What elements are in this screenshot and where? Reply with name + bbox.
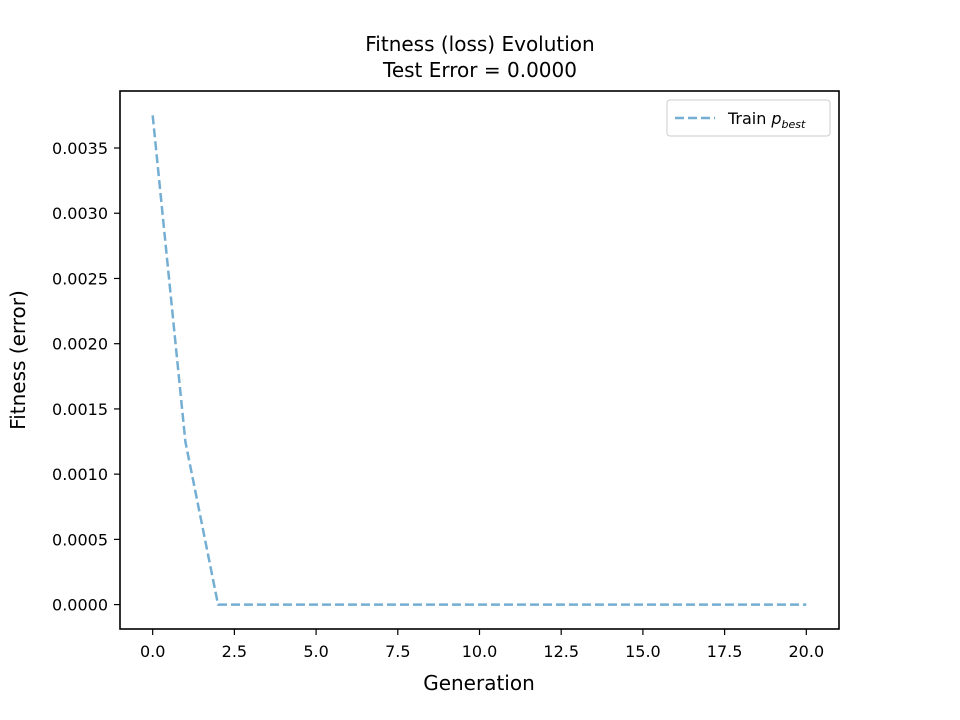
x-axis-label: Generation: [423, 671, 535, 695]
x-axis: 0.0 2.5 5.0 7.5 10.0 12.5 15.0 17.5 20.0: [140, 629, 824, 661]
y-tick-label: 0.0025: [52, 269, 108, 288]
chart-subtitle: Test Error = 0.0000: [382, 58, 577, 82]
x-tick-label: 7.5: [385, 642, 410, 661]
x-tick-label: 10.0: [462, 642, 498, 661]
y-tick-label: 0.0030: [52, 204, 108, 223]
y-tick-label: 0.0010: [52, 465, 108, 484]
y-axis: 0.0000 0.0005 0.0010 0.0015 0.0020 0.0025 0.00…: [52, 139, 120, 615]
x-tick-label: 12.5: [543, 642, 579, 661]
legend: Train pbest: [666, 99, 831, 137]
y-tick-label: 0.0000: [52, 596, 108, 615]
y-axis-label: Fitness (error): [6, 290, 30, 430]
x-tick-label: 15.0: [625, 642, 661, 661]
y-tick-label: 0.0015: [52, 400, 108, 419]
x-tick-label: 2.5: [222, 642, 247, 661]
y-tick-label: 0.0035: [52, 139, 108, 158]
y-tick-label: 0.0005: [52, 530, 108, 549]
x-tick-label: 20.0: [789, 642, 825, 661]
series-line-train: [151, 115, 807, 606]
y-tick-label: 0.0020: [52, 335, 108, 354]
x-tick-label: 0.0: [140, 642, 165, 661]
legend-label-train: Train pbest: [727, 109, 806, 131]
series-layer: [151, 115, 807, 606]
chart-title: Fitness (loss) Evolution: [365, 32, 594, 56]
legend-box: [666, 99, 831, 137]
plot-area: [119, 90, 840, 630]
x-tick-label: 5.0: [303, 642, 328, 661]
x-tick-label: 17.5: [707, 642, 743, 661]
